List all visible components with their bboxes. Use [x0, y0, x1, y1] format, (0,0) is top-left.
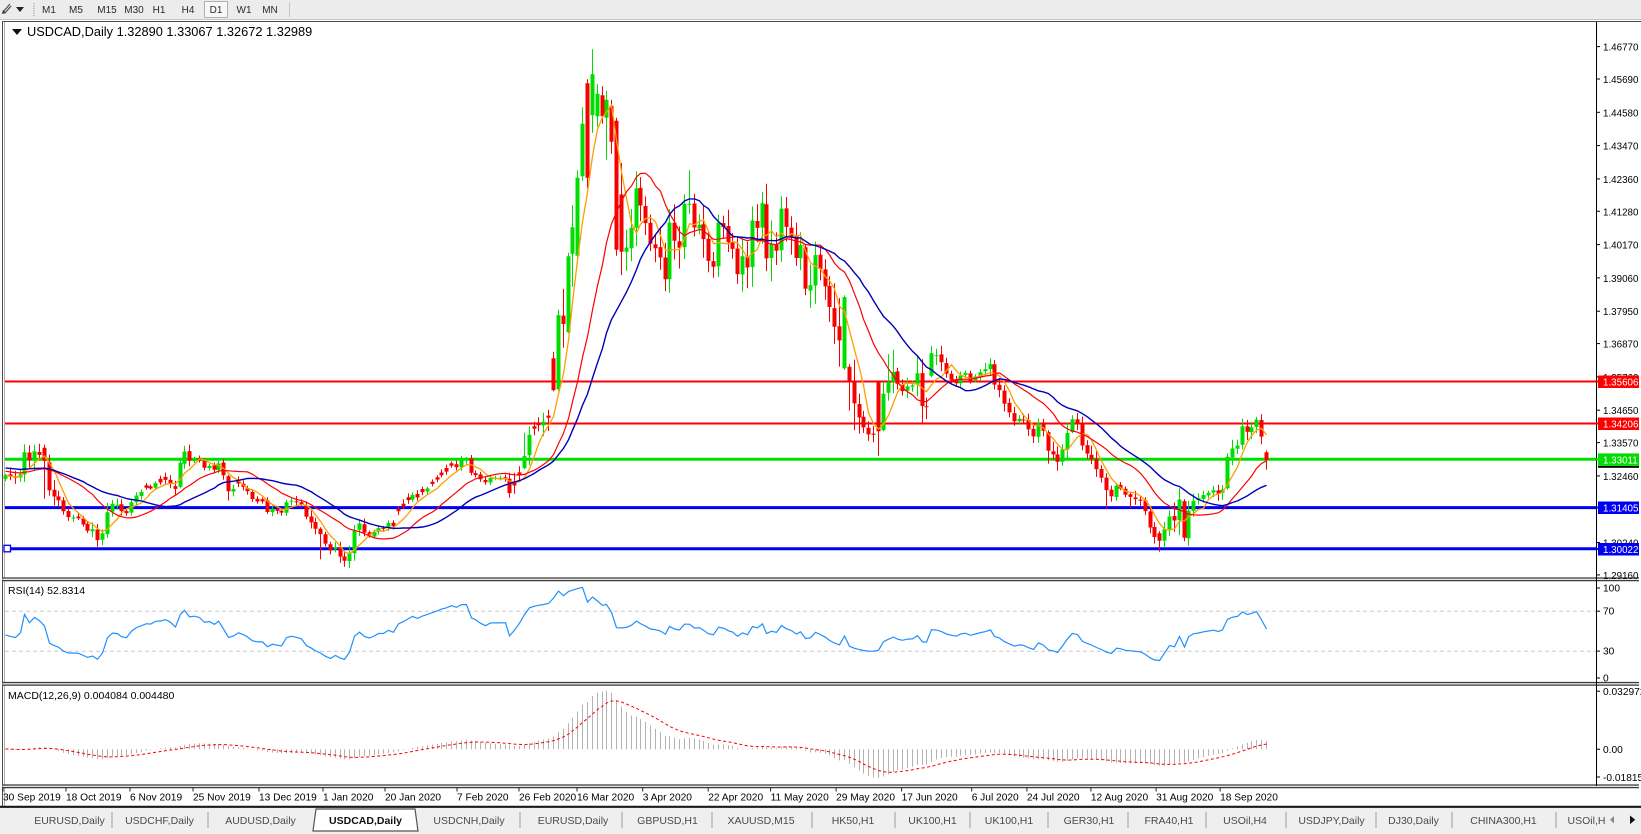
svg-text:FRA40,H1: FRA40,H1	[1144, 815, 1193, 827]
svg-text:1.31405: 1.31405	[1603, 504, 1639, 515]
svg-text:31 Aug 2020: 31 Aug 2020	[1156, 793, 1214, 804]
svg-text:30: 30	[1603, 647, 1615, 658]
svg-text:1.36870: 1.36870	[1603, 340, 1639, 351]
svg-text:H4: H4	[182, 5, 195, 16]
svg-text:RSI(14) 52.8314: RSI(14) 52.8314	[8, 585, 85, 597]
svg-text:1.46770: 1.46770	[1603, 43, 1639, 54]
svg-text:18 Oct 2019: 18 Oct 2019	[66, 793, 122, 804]
svg-text:UK100,H1: UK100,H1	[985, 815, 1034, 827]
svg-text:16 Mar 2020: 16 Mar 2020	[577, 793, 635, 804]
svg-text:CHINA300,H1: CHINA300,H1	[1470, 815, 1537, 827]
svg-text:13 Dec 2019: 13 Dec 2019	[259, 793, 317, 804]
svg-text:26 Feb 2020: 26 Feb 2020	[519, 793, 577, 804]
svg-text:20 Jan 2020: 20 Jan 2020	[385, 793, 441, 804]
svg-text:H1: H1	[153, 5, 166, 16]
svg-text:1.39060: 1.39060	[1603, 274, 1639, 285]
svg-text:1.42360: 1.42360	[1603, 175, 1639, 186]
svg-text:1 Jan 2020: 1 Jan 2020	[323, 793, 374, 804]
svg-text:30 Sep 2019: 30 Sep 2019	[3, 793, 61, 804]
svg-text:MACD(12,26,9) 0.004084 0.00448: MACD(12,26,9) 0.004084 0.004480	[8, 690, 175, 702]
svg-text:USOil,H: USOil,H	[1568, 815, 1606, 827]
svg-text:1.40170: 1.40170	[1603, 241, 1639, 252]
svg-text:70: 70	[1603, 607, 1615, 618]
svg-text:1.30022: 1.30022	[1603, 545, 1638, 556]
svg-text:12 Aug 2020: 12 Aug 2020	[1091, 793, 1149, 804]
svg-text:1.44580: 1.44580	[1603, 108, 1639, 119]
svg-text:6 Jul 2020: 6 Jul 2020	[972, 793, 1019, 804]
svg-text:1.35606: 1.35606	[1603, 378, 1639, 389]
svg-text:29 May 2020: 29 May 2020	[836, 793, 895, 804]
svg-text:100: 100	[1603, 584, 1620, 595]
svg-text:UK100,H1: UK100,H1	[908, 815, 957, 827]
svg-text:1.32460: 1.32460	[1603, 472, 1639, 483]
svg-text:EURUSD,Daily: EURUSD,Daily	[538, 815, 609, 827]
svg-text:USDCAD,Daily: USDCAD,Daily	[329, 815, 402, 827]
svg-text:1.41280: 1.41280	[1603, 207, 1639, 218]
svg-text:1.33570: 1.33570	[1603, 439, 1639, 450]
svg-text:1.33011: 1.33011	[1603, 455, 1638, 466]
svg-text:M15: M15	[97, 5, 117, 16]
svg-text:18 Sep 2020: 18 Sep 2020	[1220, 793, 1278, 804]
svg-text:24 Jul 2020: 24 Jul 2020	[1027, 793, 1080, 804]
svg-text:XAUUSD,M15: XAUUSD,M15	[727, 815, 794, 827]
svg-text:AUDUSD,Daily: AUDUSD,Daily	[225, 815, 296, 827]
svg-text:0: 0	[1603, 674, 1609, 685]
svg-text:USDCAD,Daily 1.32890 1.33067: USDCAD,Daily 1.32890 1.33067 1.32672 1.3…	[27, 24, 312, 39]
svg-text:DJ30,Daily: DJ30,Daily	[1388, 815, 1440, 827]
svg-text:1.34206: 1.34206	[1603, 420, 1639, 431]
svg-text:1.34650: 1.34650	[1603, 406, 1639, 417]
svg-text:M1: M1	[42, 5, 56, 16]
svg-text:GBPUSD,H1: GBPUSD,H1	[637, 815, 698, 827]
svg-text:3 Apr 2020: 3 Apr 2020	[643, 793, 693, 804]
svg-text:1.43470: 1.43470	[1603, 142, 1639, 153]
svg-text:6 Nov 2019: 6 Nov 2019	[130, 793, 182, 804]
svg-text:22 Apr 2020: 22 Apr 2020	[708, 793, 763, 804]
svg-text:11 May 2020: 11 May 2020	[771, 793, 829, 804]
svg-text:M30: M30	[124, 5, 144, 16]
svg-text:17 Jun 2020: 17 Jun 2020	[902, 793, 958, 804]
svg-text:1.29160: 1.29160	[1603, 571, 1639, 582]
svg-text:USDCHF,Daily: USDCHF,Daily	[125, 815, 195, 827]
svg-text:25 Nov 2019: 25 Nov 2019	[193, 793, 251, 804]
svg-text:1.45690: 1.45690	[1603, 75, 1639, 86]
svg-text:-0.018154: -0.018154	[1603, 773, 1641, 784]
svg-text:D1: D1	[210, 5, 223, 16]
svg-text:MN: MN	[262, 5, 278, 16]
svg-text:0.032972: 0.032972	[1603, 687, 1641, 698]
svg-text:GER30,H1: GER30,H1	[1064, 815, 1115, 827]
svg-text:7 Feb 2020: 7 Feb 2020	[457, 793, 509, 804]
svg-text:W1: W1	[237, 5, 252, 16]
svg-text:M5: M5	[69, 5, 83, 16]
svg-text:HK50,H1: HK50,H1	[832, 815, 875, 827]
svg-text:USDCNH,Daily: USDCNH,Daily	[433, 815, 505, 827]
svg-text:EURUSD,Daily: EURUSD,Daily	[34, 815, 105, 827]
svg-text:1.37950: 1.37950	[1603, 307, 1639, 318]
svg-text:USOil,H4: USOil,H4	[1223, 815, 1267, 827]
svg-text:USDJPY,Daily: USDJPY,Daily	[1298, 815, 1365, 827]
svg-text:0.00: 0.00	[1603, 745, 1623, 756]
